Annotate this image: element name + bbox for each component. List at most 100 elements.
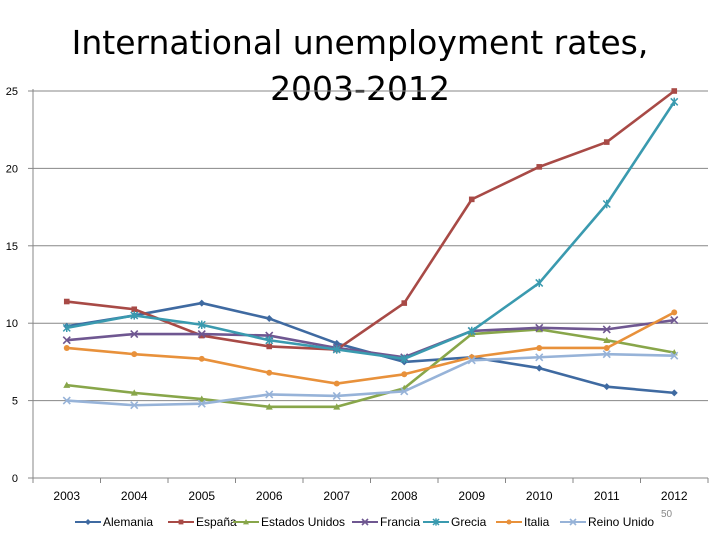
data-point [130,401,139,410]
data-point [63,344,70,351]
data-point [131,351,138,358]
series-line [66,318,675,359]
data-point [535,353,544,362]
data-point [63,381,71,388]
data-point [536,164,543,170]
legend-label: Italia [524,515,550,529]
data-point [670,351,679,360]
x-tick-label: 2010 [526,489,553,503]
series-6 [62,350,679,410]
legend-item: Estados Unidos [233,515,345,529]
data-point [62,336,71,345]
data-point [130,389,138,396]
data-point [265,315,273,323]
legend-label: Estados Unidos [261,515,345,529]
x-tick-label: 2009 [458,489,485,503]
legend: Alemania España Estados Unidos Francia Greci… [75,515,654,529]
x-tick-label: 2004 [121,489,148,503]
legend-label: Alemania [103,515,153,529]
data-point [569,518,577,526]
x-tick-label: 2003 [53,489,80,503]
data-point [85,519,91,525]
x-tick-label: 2006 [256,489,283,503]
data-point [400,387,409,396]
data-point [62,323,71,333]
data-point [197,329,206,339]
data-point [198,355,205,362]
data-point [432,518,440,526]
data-point [468,196,475,203]
data-point [506,519,512,525]
data-point [266,343,273,350]
data-point [536,344,543,351]
data-point [131,306,138,313]
data-point [603,336,611,344]
legend-item: Grecia [423,515,487,529]
data-point [602,325,611,334]
series-lines [62,88,679,410]
y-tick-label: 20 [6,163,18,175]
data-point [535,323,544,332]
data-point [62,396,71,405]
legend-item: Reino Unido [560,515,654,529]
y-tick-label: 10 [6,318,18,330]
series-5 [63,309,678,387]
data-point [671,309,678,316]
gridlines [33,90,708,402]
series-2 [63,325,678,410]
data-point [130,311,139,320]
data-point [266,369,273,376]
data-point [333,339,341,347]
data-point [535,364,543,372]
y-tick-label: 15 [6,241,18,253]
data-point [401,300,408,306]
data-point [198,332,205,339]
data-point [197,399,206,408]
axes: 0 5 10 15 20 25 2003 2004 2005 2006 2007 2008 2009 20… [6,86,709,503]
data-point [265,403,273,410]
data-point [265,336,274,345]
data-point [333,380,340,387]
legend-item: España [168,515,237,529]
data-point [670,389,678,397]
data-point [178,519,184,525]
data-point [603,139,610,145]
x-tick-label: 2011 [594,489,620,503]
data-point [332,391,341,401]
data-point [467,356,476,365]
data-point [670,316,679,325]
data-point [197,320,206,329]
series-line [66,89,676,351]
data-point [332,345,341,354]
series-line [66,328,675,409]
data-point [602,350,611,359]
legend-item: Francia [352,515,420,529]
data-point [467,326,476,336]
x-tick-label: 2005 [188,489,215,503]
data-point [265,390,274,399]
series-4 [62,97,679,364]
x-tick-label: 2007 [323,489,350,503]
slide-number: 50 [661,509,673,520]
y-tick-label: 5 [12,396,18,408]
series-line [66,101,676,361]
series-1 [63,88,678,353]
data-point [361,518,369,526]
data-point [603,344,610,351]
data-point [198,395,206,402]
legend-label: España [196,515,237,529]
legend-label: Reino Unido [588,515,654,529]
legend-item: Alemania [75,515,153,529]
series-line [66,352,675,407]
y-tick-label: 0 [12,473,18,485]
data-point [400,354,409,364]
data-point [671,88,678,94]
data-point [63,298,70,305]
data-point [602,199,611,209]
data-point [130,329,139,339]
series-line [66,311,675,385]
data-point [535,278,544,288]
legend-item: Italia [496,515,550,529]
data-point [198,299,206,307]
